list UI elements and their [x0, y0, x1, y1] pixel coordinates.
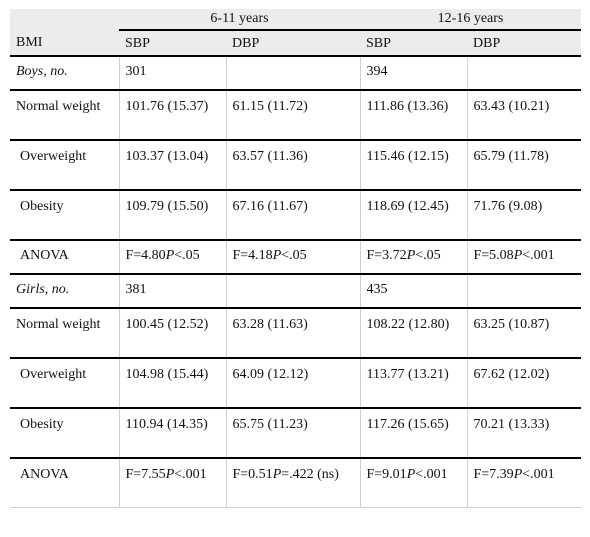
table-row: ANOVA F=4.80P<.05 F=4.18P<.05 F=3.72P<.0…	[10, 240, 582, 275]
p-value: <.001	[522, 467, 555, 482]
table-row: Obesity 110.94 (14.35) 65.75 (11.23) 117…	[10, 408, 582, 459]
p-value: <.001	[522, 248, 555, 263]
cell-dbp-12-16: F=5.08P<.001	[467, 240, 582, 275]
cell-dbp-6-11: 63.28 (11.63)	[226, 308, 361, 359]
cell-sbp-12-16: 113.77 (13.21)	[360, 358, 468, 409]
header-bmi: BMI	[10, 30, 119, 57]
f-stat: F=0.51	[232, 467, 273, 482]
p-symbol: P	[272, 467, 282, 482]
table-row: Overweight 103.37 (13.04) 63.57 (11.36) …	[10, 140, 582, 191]
p-value: <.001	[415, 467, 448, 482]
cell-dbp-12-16: 63.43 (10.21)	[467, 90, 582, 141]
cell-sbp-6-11: 381	[119, 274, 227, 309]
cell-dbp-6-11: F=4.18P<.05	[226, 240, 361, 275]
cell-dbp-6-11: 61.15 (11.72)	[226, 90, 361, 141]
cell-dbp-6-11: 63.57 (11.36)	[226, 140, 361, 191]
p-symbol: P	[165, 467, 175, 482]
header-sbp-12-16: SBP	[360, 30, 467, 57]
cell-dbp-12-16: 65.79 (11.78)	[467, 140, 582, 191]
f-stat: F=7.39	[473, 467, 514, 482]
header-group-6-11: 6-11 years	[119, 9, 360, 31]
table-row: Obesity 109.79 (15.50) 67.16 (11.67) 118…	[10, 190, 582, 241]
header-dbp-12-16: DBP	[467, 30, 582, 57]
bp-bmi-table: 6-11 years 12-16 years BMI SBP DBP SBP D…	[10, 9, 582, 508]
cell-dbp-12-16	[467, 274, 582, 309]
cell-dbp-12-16: 71.76 (9.08)	[467, 190, 582, 241]
cell-dbp-12-16: 67.62 (12.02)	[467, 358, 582, 409]
p-symbol: P	[513, 248, 523, 263]
p-symbol: P	[513, 467, 523, 482]
row-label: ANOVA	[10, 458, 120, 508]
cell-sbp-6-11: 101.76 (15.37)	[119, 90, 227, 141]
p-value: =.422 (ns)	[281, 467, 339, 482]
p-value: <.05	[174, 248, 200, 263]
p-symbol: P	[406, 467, 416, 482]
cell-sbp-12-16: 108.22 (12.80)	[360, 308, 468, 359]
cell-sbp-6-11: 100.45 (12.52)	[119, 308, 227, 359]
cell-dbp-12-16: 70.21 (13.33)	[467, 408, 582, 459]
header-row-columns: BMI SBP DBP SBP DBP	[10, 30, 582, 57]
cell-sbp-12-16: 118.69 (12.45)	[360, 190, 468, 241]
cell-sbp-6-11: F=7.55P<.001	[119, 458, 227, 508]
f-stat: F=9.01	[366, 467, 407, 482]
cell-dbp-12-16	[467, 56, 582, 91]
cell-dbp-6-11: 67.16 (11.67)	[226, 190, 361, 241]
cell-sbp-12-16: 394	[360, 56, 468, 91]
row-label: Boys, no.	[10, 56, 120, 91]
row-label: Overweight	[10, 358, 120, 409]
row-label: Obesity	[10, 408, 120, 459]
f-stat: F=5.08	[473, 248, 514, 263]
cell-dbp-12-16: 63.25 (10.87)	[467, 308, 582, 359]
p-value: <.05	[415, 248, 441, 263]
cell-sbp-6-11: 109.79 (15.50)	[119, 190, 227, 241]
p-symbol: P	[406, 248, 416, 263]
cell-dbp-6-11	[226, 274, 361, 309]
table-row: Girls, no. 381 435	[10, 274, 582, 309]
cell-sbp-6-11: F=4.80P<.05	[119, 240, 227, 275]
row-label: Normal weight	[10, 308, 120, 359]
p-symbol: P	[165, 248, 175, 263]
f-stat: F=4.80	[125, 248, 166, 263]
row-label: Normal weight	[10, 90, 120, 141]
cell-dbp-6-11: F=0.51P=.422 (ns)	[226, 458, 361, 508]
cell-sbp-6-11: 104.98 (15.44)	[119, 358, 227, 409]
p-symbol: P	[272, 248, 282, 263]
f-stat: F=4.18	[232, 248, 273, 263]
cell-dbp-6-11: 64.09 (12.12)	[226, 358, 361, 409]
row-label: Obesity	[10, 190, 120, 241]
cell-sbp-12-16: 115.46 (12.15)	[360, 140, 468, 191]
cell-sbp-6-11: 103.37 (13.04)	[119, 140, 227, 191]
table-row: Boys, no. 301 394	[10, 56, 582, 91]
table-row: Normal weight 100.45 (12.52) 63.28 (11.6…	[10, 308, 582, 359]
f-stat: F=3.72	[366, 248, 407, 263]
cell-sbp-12-16: 111.86 (13.36)	[360, 90, 468, 141]
cell-sbp-12-16: 117.26 (15.65)	[360, 408, 468, 459]
table-row: Normal weight 101.76 (15.37) 61.15 (11.7…	[10, 90, 582, 141]
cell-dbp-6-11: 65.75 (11.23)	[226, 408, 361, 459]
cell-dbp-6-11	[226, 56, 361, 91]
cell-sbp-6-11: 301	[119, 56, 227, 91]
cell-sbp-12-16: F=3.72P<.05	[360, 240, 468, 275]
table-row: Overweight 104.98 (15.44) 64.09 (12.12) …	[10, 358, 582, 409]
row-label: Girls, no.	[10, 274, 120, 309]
row-label: ANOVA	[10, 240, 120, 275]
header-row-groups: 6-11 years 12-16 years	[10, 9, 582, 31]
header-blank-cell	[10, 9, 119, 30]
cell-dbp-12-16: F=7.39P<.001	[467, 458, 582, 508]
cell-sbp-12-16: F=9.01P<.001	[360, 458, 468, 508]
p-value: <.001	[174, 467, 207, 482]
header-sbp-6-11: SBP	[119, 30, 226, 57]
f-stat: F=7.55	[125, 467, 166, 482]
row-label: Overweight	[10, 140, 120, 191]
p-value: <.05	[281, 248, 307, 263]
header-dbp-6-11: DBP	[226, 30, 360, 57]
table-row: ANOVA F=7.55P<.001 F=0.51P=.422 (ns) F=9…	[10, 458, 582, 508]
header-group-12-16: 12-16 years	[360, 9, 582, 31]
cell-sbp-6-11: 110.94 (14.35)	[119, 408, 227, 459]
cell-sbp-12-16: 435	[360, 274, 468, 309]
